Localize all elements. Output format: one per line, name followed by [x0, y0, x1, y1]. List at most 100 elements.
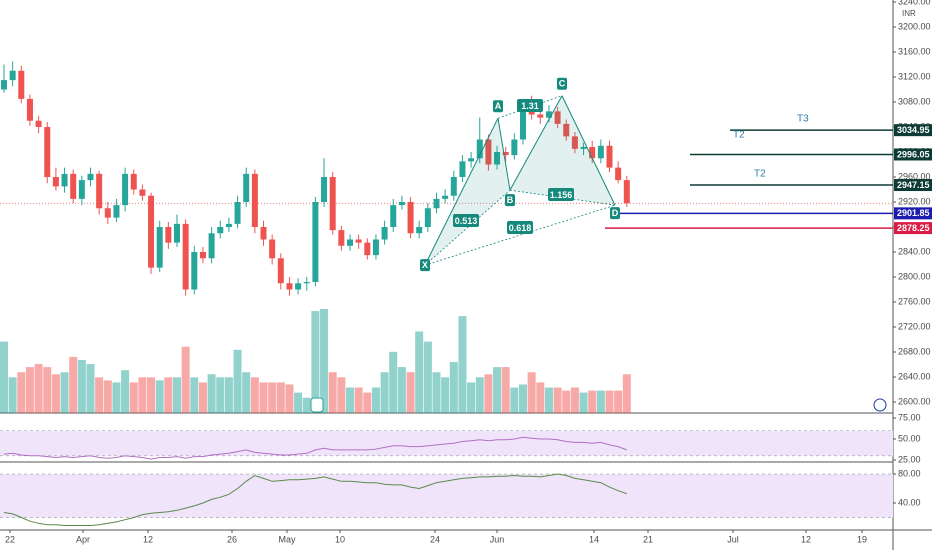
candle-body — [61, 173, 68, 187]
pattern-point-label: C — [559, 79, 566, 89]
level-label-box — [894, 179, 932, 192]
candle-body — [234, 202, 241, 224]
volume-bar — [112, 382, 121, 413]
ratio-box — [517, 99, 543, 112]
volume-bar — [605, 390, 614, 413]
y-tick-label: 3080.00 — [898, 96, 931, 106]
level-label: 2947.15 — [897, 180, 930, 190]
ratio-box — [507, 221, 533, 234]
candle-body — [286, 283, 293, 290]
volume-bar — [553, 387, 562, 413]
candle-body — [251, 173, 258, 227]
volume-bar — [95, 377, 104, 413]
level-label-box — [894, 148, 932, 161]
volume-bar — [51, 374, 60, 413]
candle-body — [459, 161, 466, 177]
volume-bar — [596, 390, 605, 413]
volume-bar — [320, 309, 329, 413]
candle-body — [355, 239, 362, 243]
candle-body — [225, 223, 232, 227]
candle-body — [520, 108, 526, 140]
x-tick-label: Jun — [490, 534, 505, 544]
volume-bar — [190, 377, 199, 413]
candle-body — [104, 208, 111, 218]
candle-body — [243, 173, 250, 202]
candle-body — [303, 282, 310, 284]
target-label: T2 — [733, 130, 745, 141]
candle-body — [26, 98, 33, 121]
x-tick-label: May — [278, 534, 296, 544]
volume-bar — [69, 356, 78, 413]
volume-bar — [181, 346, 190, 413]
volume-bar — [43, 367, 52, 413]
y-tick-label: 2680.00 — [898, 346, 931, 356]
y-tick-label: 3200.00 — [898, 21, 931, 31]
level-label-box — [894, 207, 932, 220]
candle-body — [615, 167, 622, 181]
volume-bar — [0, 341, 8, 413]
volume-bar — [519, 384, 527, 413]
level-label: 2901.85 — [897, 208, 930, 218]
candle-body — [156, 227, 163, 268]
pattern-point-label: A — [495, 101, 502, 111]
rsi-line — [3, 436, 627, 460]
currency: INR — [902, 9, 916, 18]
volume-bar — [103, 380, 112, 413]
y-tick-label: 2640.00 — [898, 371, 931, 381]
y-tick-label: 75.00 — [898, 412, 921, 422]
candle-body — [78, 180, 85, 199]
volume-bar — [198, 382, 207, 413]
volume-bar — [216, 377, 225, 413]
target-label: T2 — [754, 169, 766, 180]
y-tick-label: 2760.00 — [898, 296, 931, 306]
volume-bar — [588, 390, 597, 413]
candle-body — [381, 227, 388, 240]
volume-bar — [570, 387, 579, 413]
candle-body — [450, 177, 457, 196]
volume-bar — [510, 387, 519, 413]
volume-bar — [493, 367, 502, 413]
candle-body — [70, 173, 77, 199]
level-label: 2996.05 — [897, 149, 930, 159]
volume-bar — [276, 382, 285, 413]
volume-bar — [129, 382, 138, 413]
level-label-box — [894, 124, 932, 137]
level-label: 3034.95 — [897, 125, 930, 135]
y-tick-label: 40.00 — [898, 497, 921, 507]
x-tick-label: 21 — [643, 534, 653, 544]
volume-bar — [147, 377, 156, 413]
volume-bar — [423, 341, 432, 413]
y-tick-label: 3120.00 — [898, 71, 931, 81]
y-tick-label: 2600.00 — [898, 396, 931, 406]
x-tick-label: 14 — [589, 534, 599, 544]
pattern-leg — [497, 118, 511, 191]
candle-body — [9, 70, 16, 81]
volume-bar — [25, 367, 34, 413]
volume-bar — [536, 382, 545, 413]
pattern-point-label: D — [612, 208, 619, 218]
earnings-marker — [310, 397, 324, 413]
candle-body — [433, 198, 440, 209]
x-tick-label: 24 — [430, 534, 440, 544]
volume-bar — [337, 377, 346, 413]
candle-body — [485, 139, 492, 165]
pattern-point-label: X — [422, 260, 428, 270]
level-label-box — [894, 222, 932, 235]
volume-bar — [8, 377, 17, 413]
candle-body — [96, 173, 103, 209]
dividend-marker — [873, 398, 887, 412]
x-tick-label: 10 — [335, 534, 345, 544]
volume-bar — [622, 374, 631, 413]
pattern-point-label: B — [507, 195, 514, 205]
volume-bar — [60, 372, 69, 413]
candle-body — [442, 195, 449, 199]
pattern-leg — [561, 95, 616, 206]
candle-body — [416, 227, 423, 234]
volume-bar — [354, 387, 363, 413]
volume-bar — [77, 359, 86, 413]
y-tick-label: 2800.00 — [898, 271, 931, 281]
volume-bar — [302, 397, 311, 413]
ratio-label: 0.513 — [455, 216, 478, 226]
